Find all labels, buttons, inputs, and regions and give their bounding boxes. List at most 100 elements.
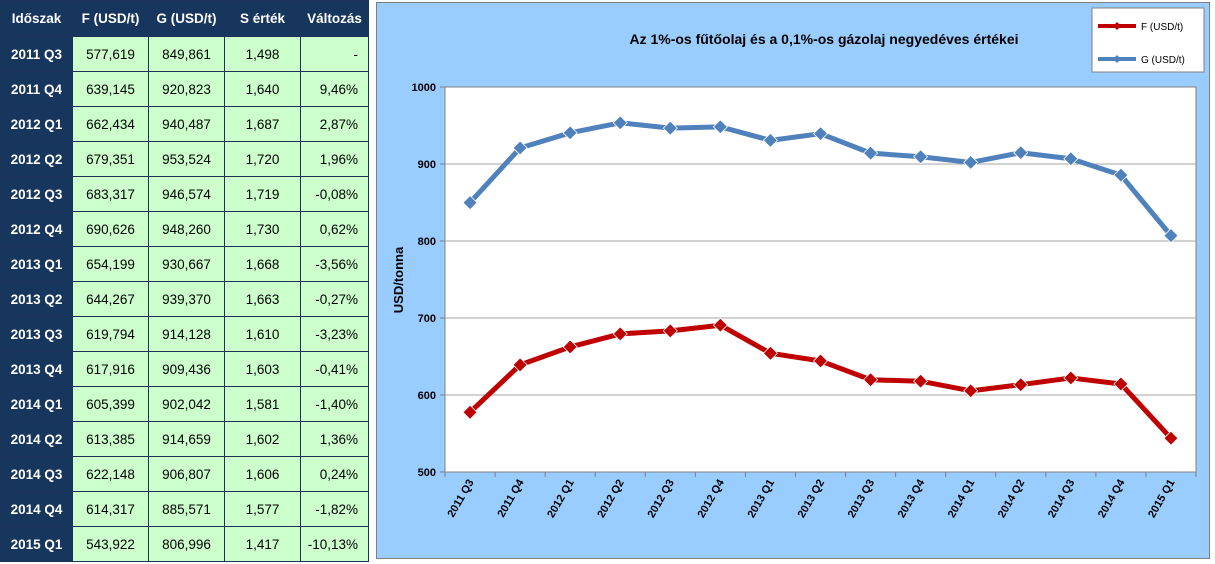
series-1-point (1013, 377, 1029, 393)
cell-f: 690,626 (72, 211, 149, 247)
cell-period: 2014 Q1 (0, 386, 73, 422)
cell-f: 577,619 (72, 36, 149, 72)
table-row: 2013 Q3 619,794 914,128 1,610 -3,23% (0, 316, 369, 352)
series-1-point (712, 317, 728, 333)
cell-change: -0,27% (300, 281, 369, 317)
cell-period: 2013 Q1 (0, 246, 73, 282)
series-2-point (512, 140, 528, 156)
series-2-point (1113, 167, 1129, 183)
y-tick-label: 500 (418, 467, 436, 479)
series-1-point (762, 345, 778, 361)
legend-label-2: G (USD/t) (1141, 55, 1185, 66)
table-row: 2012 Q2 679,351 953,524 1,720 1,96% (0, 141, 369, 177)
cell-change: -0,41% (300, 351, 369, 387)
cell-g: 939,370 (148, 281, 225, 317)
table-row: 2014 Q2 613,385 914,659 1,602 1,36% (0, 421, 369, 457)
cell-period: 2011 Q4 (0, 71, 73, 107)
table-row: 2013 Q1 654,199 930,667 1,668 -3,56% (0, 246, 369, 282)
cell-change: -10,13% (300, 526, 369, 562)
cell-g: 906,807 (148, 456, 225, 492)
header-period: Időszak (0, 0, 73, 37)
series-2-point (562, 125, 578, 141)
cell-change: -1,82% (300, 491, 369, 527)
series-2-point (1013, 145, 1029, 161)
cell-f: 617,916 (72, 351, 149, 387)
cell-change: 0,62% (300, 211, 369, 247)
series-1-point (1063, 370, 1079, 386)
cell-s: 1,602 (224, 421, 301, 457)
cell-change: -0,08% (300, 176, 369, 212)
cell-period: 2013 Q4 (0, 351, 73, 387)
cell-g: 930,667 (148, 246, 225, 282)
cell-f: 644,267 (72, 281, 149, 317)
legend-marker-2 (1113, 55, 1121, 63)
series-1-point (612, 326, 628, 342)
cell-period: 2011 Q3 (0, 36, 73, 72)
series-2-point (712, 119, 728, 135)
series-2-point (1063, 151, 1079, 167)
legend-label-1: F (USD/t) (1141, 22, 1183, 33)
table-row: 2012 Q4 690,626 948,260 1,730 0,62% (0, 211, 369, 247)
cell-change: 1,96% (300, 141, 369, 177)
cell-s: 1,603 (224, 351, 301, 387)
series-2-point (1163, 228, 1179, 244)
cell-change: - (300, 36, 369, 72)
cell-period: 2012 Q4 (0, 211, 73, 247)
cell-s: 1,687 (224, 106, 301, 142)
cell-s: 1,417 (224, 526, 301, 562)
cell-period: 2012 Q1 (0, 106, 73, 142)
cell-f: 619,794 (72, 316, 149, 352)
cell-s: 1,663 (224, 281, 301, 317)
cell-s: 1,719 (224, 176, 301, 212)
series-1-point (1163, 430, 1179, 446)
series-2-point (913, 149, 929, 165)
cell-period: 2013 Q3 (0, 316, 73, 352)
cell-g: 920,823 (148, 71, 225, 107)
cell-g: 806,996 (148, 526, 225, 562)
cell-s: 1,577 (224, 491, 301, 527)
cell-change: -3,56% (300, 246, 369, 282)
table-row: 2012 Q1 662,434 940,487 1,687 2,87% (0, 106, 369, 142)
cell-g: 849,861 (148, 36, 225, 72)
series-1-point (963, 383, 979, 399)
data-table: Időszak F (USD/t) G (USD/t) S érték Vált… (0, 0, 369, 562)
cell-period: 2014 Q3 (0, 456, 73, 492)
series-1-point (462, 404, 478, 420)
series-2-point (612, 115, 628, 131)
cell-f: 605,399 (72, 386, 149, 422)
cell-g: 902,042 (148, 386, 225, 422)
table-row: 2011 Q4 639,145 920,823 1,640 9,46% (0, 71, 369, 107)
series-2-point (963, 154, 979, 170)
series-2-point (662, 120, 678, 136)
table-row: 2014 Q3 622,148 906,807 1,606 0,24% (0, 456, 369, 492)
cell-change: 9,46% (300, 71, 369, 107)
chart-title: Az 1%-os fűtőolaj és a 0,1%-os gázolaj n… (629, 31, 1018, 47)
legend (1091, 7, 1205, 73)
cell-g: 940,487 (148, 106, 225, 142)
table-row: 2011 Q3 577,619 849,861 1,498- (0, 36, 369, 72)
y-tick-label: 600 (418, 390, 436, 402)
series-1-point (863, 372, 879, 388)
cell-period: 2012 Q3 (0, 176, 73, 212)
cell-period: 2013 Q2 (0, 281, 73, 317)
cell-f: 639,145 (72, 71, 149, 107)
cell-period: 2014 Q2 (0, 421, 73, 457)
cell-g: 953,524 (148, 141, 225, 177)
cell-f: 679,351 (72, 141, 149, 177)
cell-f: 683,317 (72, 176, 149, 212)
cell-period: 2014 Q4 (0, 491, 73, 527)
cell-g: 909,436 (148, 351, 225, 387)
plot-area (444, 86, 1197, 473)
cell-s: 1,610 (224, 316, 301, 352)
series-1-point (1113, 376, 1129, 392)
cell-g: 946,574 (148, 176, 225, 212)
cell-period: 2015 Q1 (0, 526, 73, 562)
chart: 500 600 700 800 900 1000 2011 Q3 2011 Q4 2012 Q1… (376, 2, 1210, 559)
series-2-point (812, 126, 829, 142)
y-tick-label: 900 (418, 159, 436, 171)
cell-f: 543,922 (72, 526, 149, 562)
cell-g: 914,659 (148, 421, 225, 457)
cell-change: -1,40% (300, 386, 369, 422)
series-1-point (562, 339, 578, 355)
